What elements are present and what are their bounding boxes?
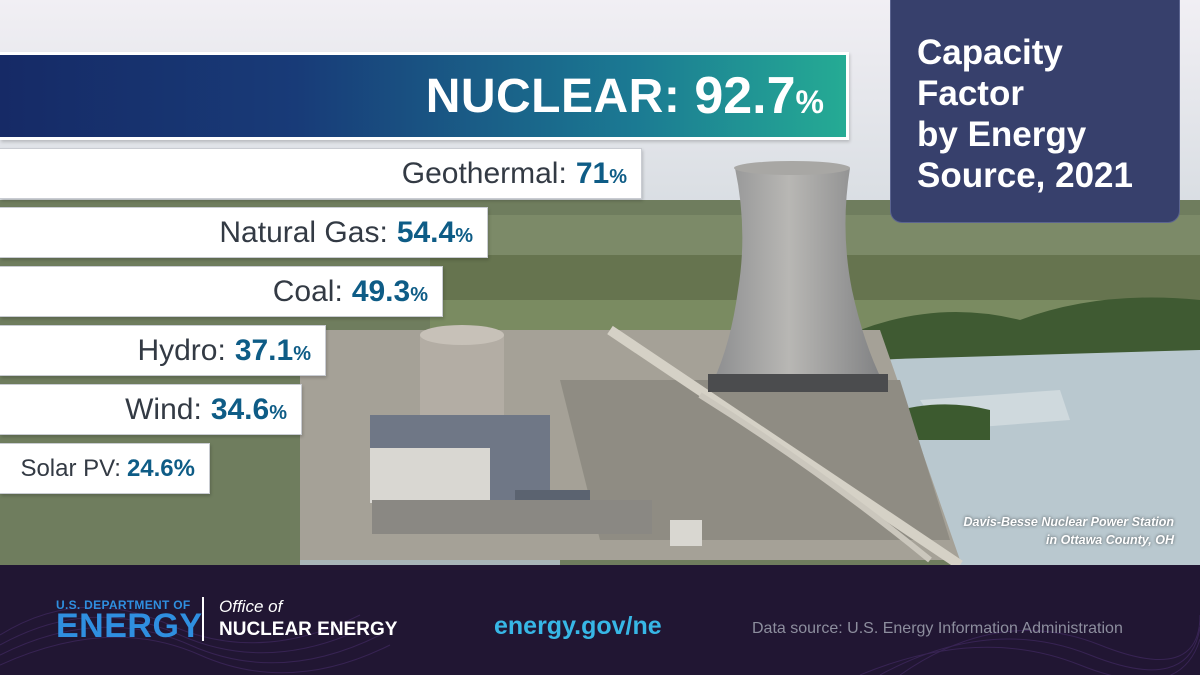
footer-wave-pattern xyxy=(0,606,1200,675)
bar-value: 49.3% xyxy=(351,274,428,308)
chart-title-line: Capacity xyxy=(917,33,1063,72)
logo-divider xyxy=(202,597,204,641)
caption-line: in Ottawa County, OH xyxy=(1045,533,1174,547)
bar-nuclear: NUCLEAR: 92.7% xyxy=(0,52,849,140)
bar-value: 34.6% xyxy=(210,392,287,426)
bar-value: 71% xyxy=(575,156,627,190)
bar-label: Wind: xyxy=(125,392,202,426)
bar-value: 37.1% xyxy=(234,333,311,367)
doe-logo-small-text: U.S. DEPARTMENT OF xyxy=(56,598,191,612)
doe-logo-wordmark: ENERGY xyxy=(56,607,203,645)
bar-label: Natural Gas: xyxy=(219,215,388,249)
bar-label: NUCLEAR: xyxy=(425,69,681,123)
bar-label: Coal: xyxy=(272,274,343,308)
caption-line: Davis-Besse Nuclear Power Station xyxy=(963,515,1175,529)
bar-value: 24.6% xyxy=(126,454,195,482)
bar-wind: Wind: 34.6% xyxy=(0,384,302,435)
bar-geothermal: Geothermal: 71% xyxy=(0,148,642,199)
bar-value: 54.4% xyxy=(396,215,473,249)
bar-natural-gas: Natural Gas: 54.4% xyxy=(0,207,488,258)
bar-solar-pv: Solar PV: 24.6% xyxy=(0,443,210,494)
bar-hydro: Hydro: 37.1% xyxy=(0,325,326,376)
bar-label: Hydro: xyxy=(137,333,226,367)
office-name: NUCLEAR ENERGY xyxy=(219,619,398,640)
website-link[interactable]: energy.gov/ne xyxy=(494,612,662,640)
chart-title-box: Capacity Factor by Energy Source, 2021 xyxy=(890,0,1180,223)
power-station-illustration xyxy=(0,0,1200,565)
bar-label: Geothermal: xyxy=(401,156,567,190)
chart-title-line: Factor xyxy=(917,74,1024,113)
photo-caption: Davis-Besse Nuclear Power Station in Ott… xyxy=(964,513,1175,549)
footer-bar: U.S. DEPARTMENT OF ENERGY Office of NUCL… xyxy=(0,565,1200,675)
chart-title-line: Source, 2021 xyxy=(917,156,1133,195)
chart-title-line: by Energy xyxy=(917,115,1087,154)
bar-label: Solar PV: xyxy=(20,454,121,482)
office-of-label: Office of xyxy=(219,597,283,616)
data-source-note: Data source: U.S. Energy Information Adm… xyxy=(752,620,1123,637)
bar-value: 92.7% xyxy=(694,67,824,125)
bar-coal: Coal: 49.3% xyxy=(0,266,443,317)
power-station-photo xyxy=(0,0,1200,565)
